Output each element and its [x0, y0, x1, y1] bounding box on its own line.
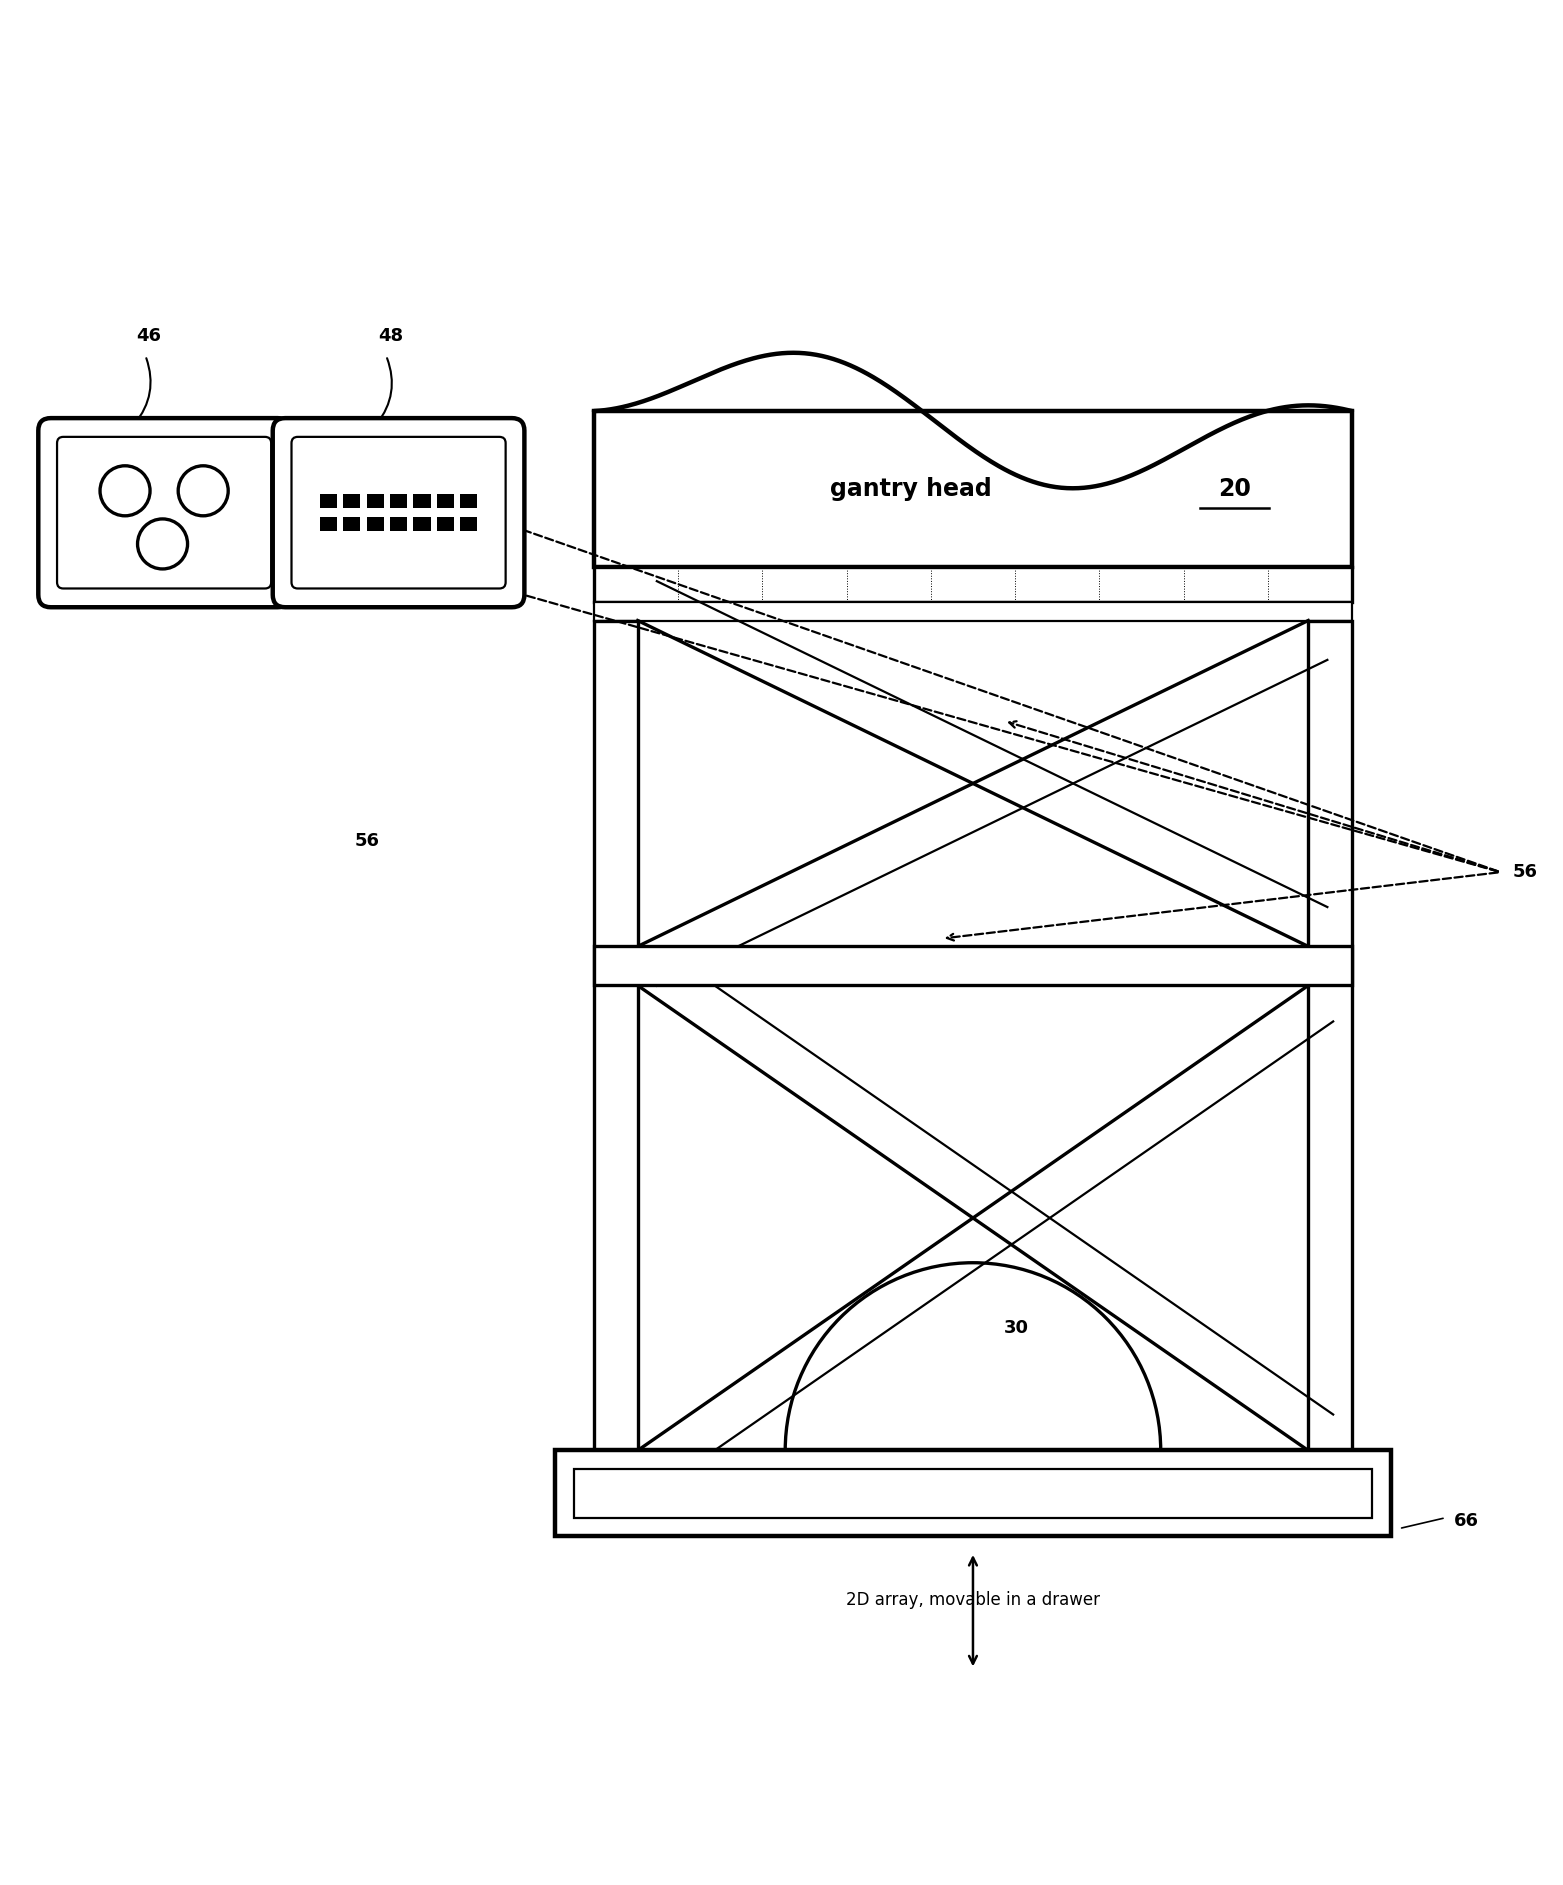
Bar	[594, 620, 638, 1450]
Bar	[391, 494, 406, 507]
Text: 66: 66	[1454, 1512, 1479, 1531]
Bar	[555, 1450, 1391, 1536]
Bar	[413, 516, 431, 532]
FancyBboxPatch shape	[291, 437, 506, 588]
FancyBboxPatch shape	[38, 418, 289, 607]
Bar	[1308, 620, 1352, 1450]
Text: 20: 20	[1218, 477, 1252, 501]
Bar	[460, 516, 478, 532]
FancyBboxPatch shape	[272, 418, 524, 607]
Text: 30: 30	[1005, 1320, 1028, 1338]
Text: 56: 56	[1513, 863, 1538, 880]
Bar	[594, 411, 1352, 567]
Bar	[344, 494, 361, 507]
Text: 2D array, movable in a drawer: 2D array, movable in a drawer	[846, 1591, 1100, 1610]
Bar	[413, 494, 431, 507]
Bar	[366, 494, 384, 507]
Bar	[574, 1468, 1372, 1517]
Bar	[320, 494, 338, 507]
FancyBboxPatch shape	[58, 437, 272, 588]
Bar	[438, 494, 455, 507]
Text: 48: 48	[378, 326, 403, 345]
Bar	[594, 567, 1352, 601]
Text: 56: 56	[355, 831, 380, 850]
Bar	[320, 516, 338, 532]
Bar	[594, 946, 1352, 986]
Text: gantry head: gantry head	[830, 477, 991, 501]
Bar	[391, 516, 406, 532]
Bar	[366, 516, 384, 532]
Bar	[438, 516, 455, 532]
Bar	[460, 494, 478, 507]
Bar	[594, 601, 1352, 620]
Text: 46: 46	[136, 326, 161, 345]
Bar	[344, 516, 361, 532]
